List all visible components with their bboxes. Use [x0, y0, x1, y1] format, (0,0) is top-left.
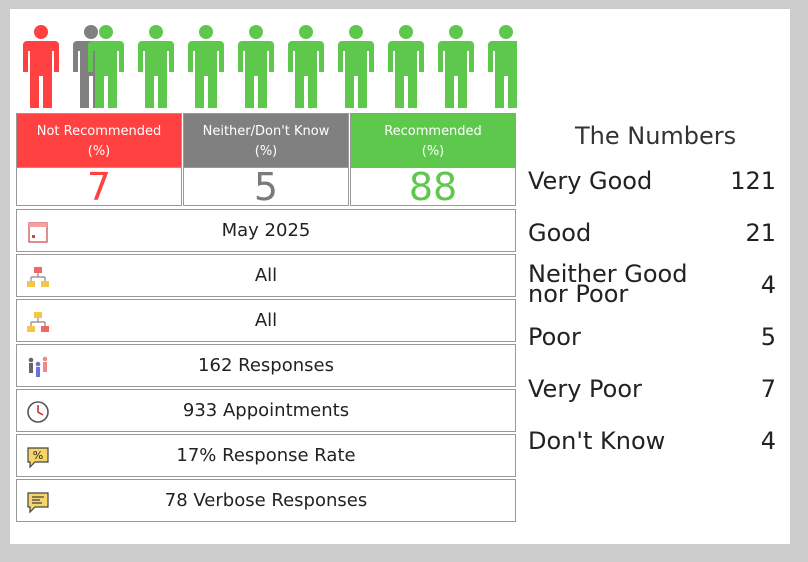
people-pictogram — [21, 24, 517, 108]
person-icon — [136, 24, 176, 108]
text-speech-icon — [26, 490, 50, 514]
neither-label: Neither/Don't Know — [202, 124, 330, 139]
not-recommended-value: 7 — [16, 168, 182, 206]
person-icon — [486, 24, 517, 108]
people-group-icon — [26, 355, 50, 379]
numbers-title: The Numbers — [575, 122, 737, 150]
good-count: 21 — [745, 219, 776, 247]
good-label: Good — [528, 219, 592, 247]
organisation-text: All — [254, 265, 278, 286]
department-text: All — [254, 310, 278, 331]
poor-row: Poor 5 — [528, 323, 776, 351]
person-icon — [286, 24, 326, 108]
svg-text:%: % — [33, 449, 43, 462]
percent-speech-icon: % — [26, 445, 50, 469]
appointments-text: 933 Appointments — [182, 400, 350, 421]
person-icon — [236, 24, 276, 108]
neither-good-label-line2: nor Poor — [528, 280, 629, 308]
not-recommended-label: Not Recommended — [36, 124, 162, 139]
very-poor-label: Very Poor — [528, 375, 642, 403]
neither-good-label: Neither Good nor Poor — [528, 260, 688, 308]
neither-good-row: Neither Good nor Poor 4 — [528, 260, 776, 308]
very-poor-row: Very Poor 7 — [528, 375, 776, 403]
dont-know-row: Don't Know 4 — [528, 427, 776, 455]
verbose-responses-row[interactable]: 78 Verbose Responses — [16, 479, 516, 522]
neither-good-count: 4 — [760, 271, 776, 299]
responses-text: 162 Responses — [198, 355, 334, 376]
responses-row[interactable]: 162 Responses — [16, 344, 516, 387]
appointments-row[interactable]: 933 Appointments — [16, 389, 516, 432]
response-rate-row[interactable]: % 17% Response Rate — [16, 434, 516, 477]
not-recommended-header: Not Recommended (%) — [16, 113, 182, 168]
recommended-unit: (%) — [421, 144, 445, 159]
period-row[interactable]: May 2025 — [16, 209, 516, 252]
neither-unit: (%) — [254, 144, 278, 159]
neither-value: 5 — [183, 168, 349, 206]
neither-good-label-line1: Neither Good — [528, 260, 688, 288]
person-icon — [386, 24, 426, 108]
neither-header: Neither/Don't Know (%) — [183, 113, 349, 168]
good-row: Good 21 — [528, 219, 776, 247]
verbose-responses-text: 78 Verbose Responses — [164, 490, 368, 511]
very-good-count: 121 — [730, 167, 776, 195]
recommended-label: Recommended — [384, 124, 482, 139]
response-rate-text: 17% Response Rate — [176, 445, 356, 466]
clock-icon — [26, 400, 50, 424]
recommended-header: Recommended (%) — [350, 113, 516, 168]
dont-know-count: 4 — [760, 427, 776, 455]
org-chart-red-icon — [26, 265, 50, 289]
recommended-value: 88 — [350, 168, 516, 206]
person-icon — [21, 24, 61, 108]
person-icon — [336, 24, 376, 108]
period-text: May 2025 — [221, 220, 311, 241]
department-row[interactable]: All — [16, 299, 516, 342]
org-chart-yellow-icon — [26, 310, 50, 334]
person-icon — [86, 24, 126, 108]
very-good-label: Very Good — [528, 167, 653, 195]
person-icon — [436, 24, 476, 108]
person-icon — [186, 24, 226, 108]
very-good-row: Very Good 121 — [528, 167, 776, 195]
dont-know-label: Don't Know — [528, 427, 666, 455]
poor-count: 5 — [760, 323, 776, 351]
poor-label: Poor — [528, 323, 581, 351]
not-recommended-unit: (%) — [87, 144, 111, 159]
organisation-row[interactable]: All — [16, 254, 516, 297]
very-poor-count: 7 — [760, 375, 776, 403]
calendar-icon — [26, 220, 50, 244]
